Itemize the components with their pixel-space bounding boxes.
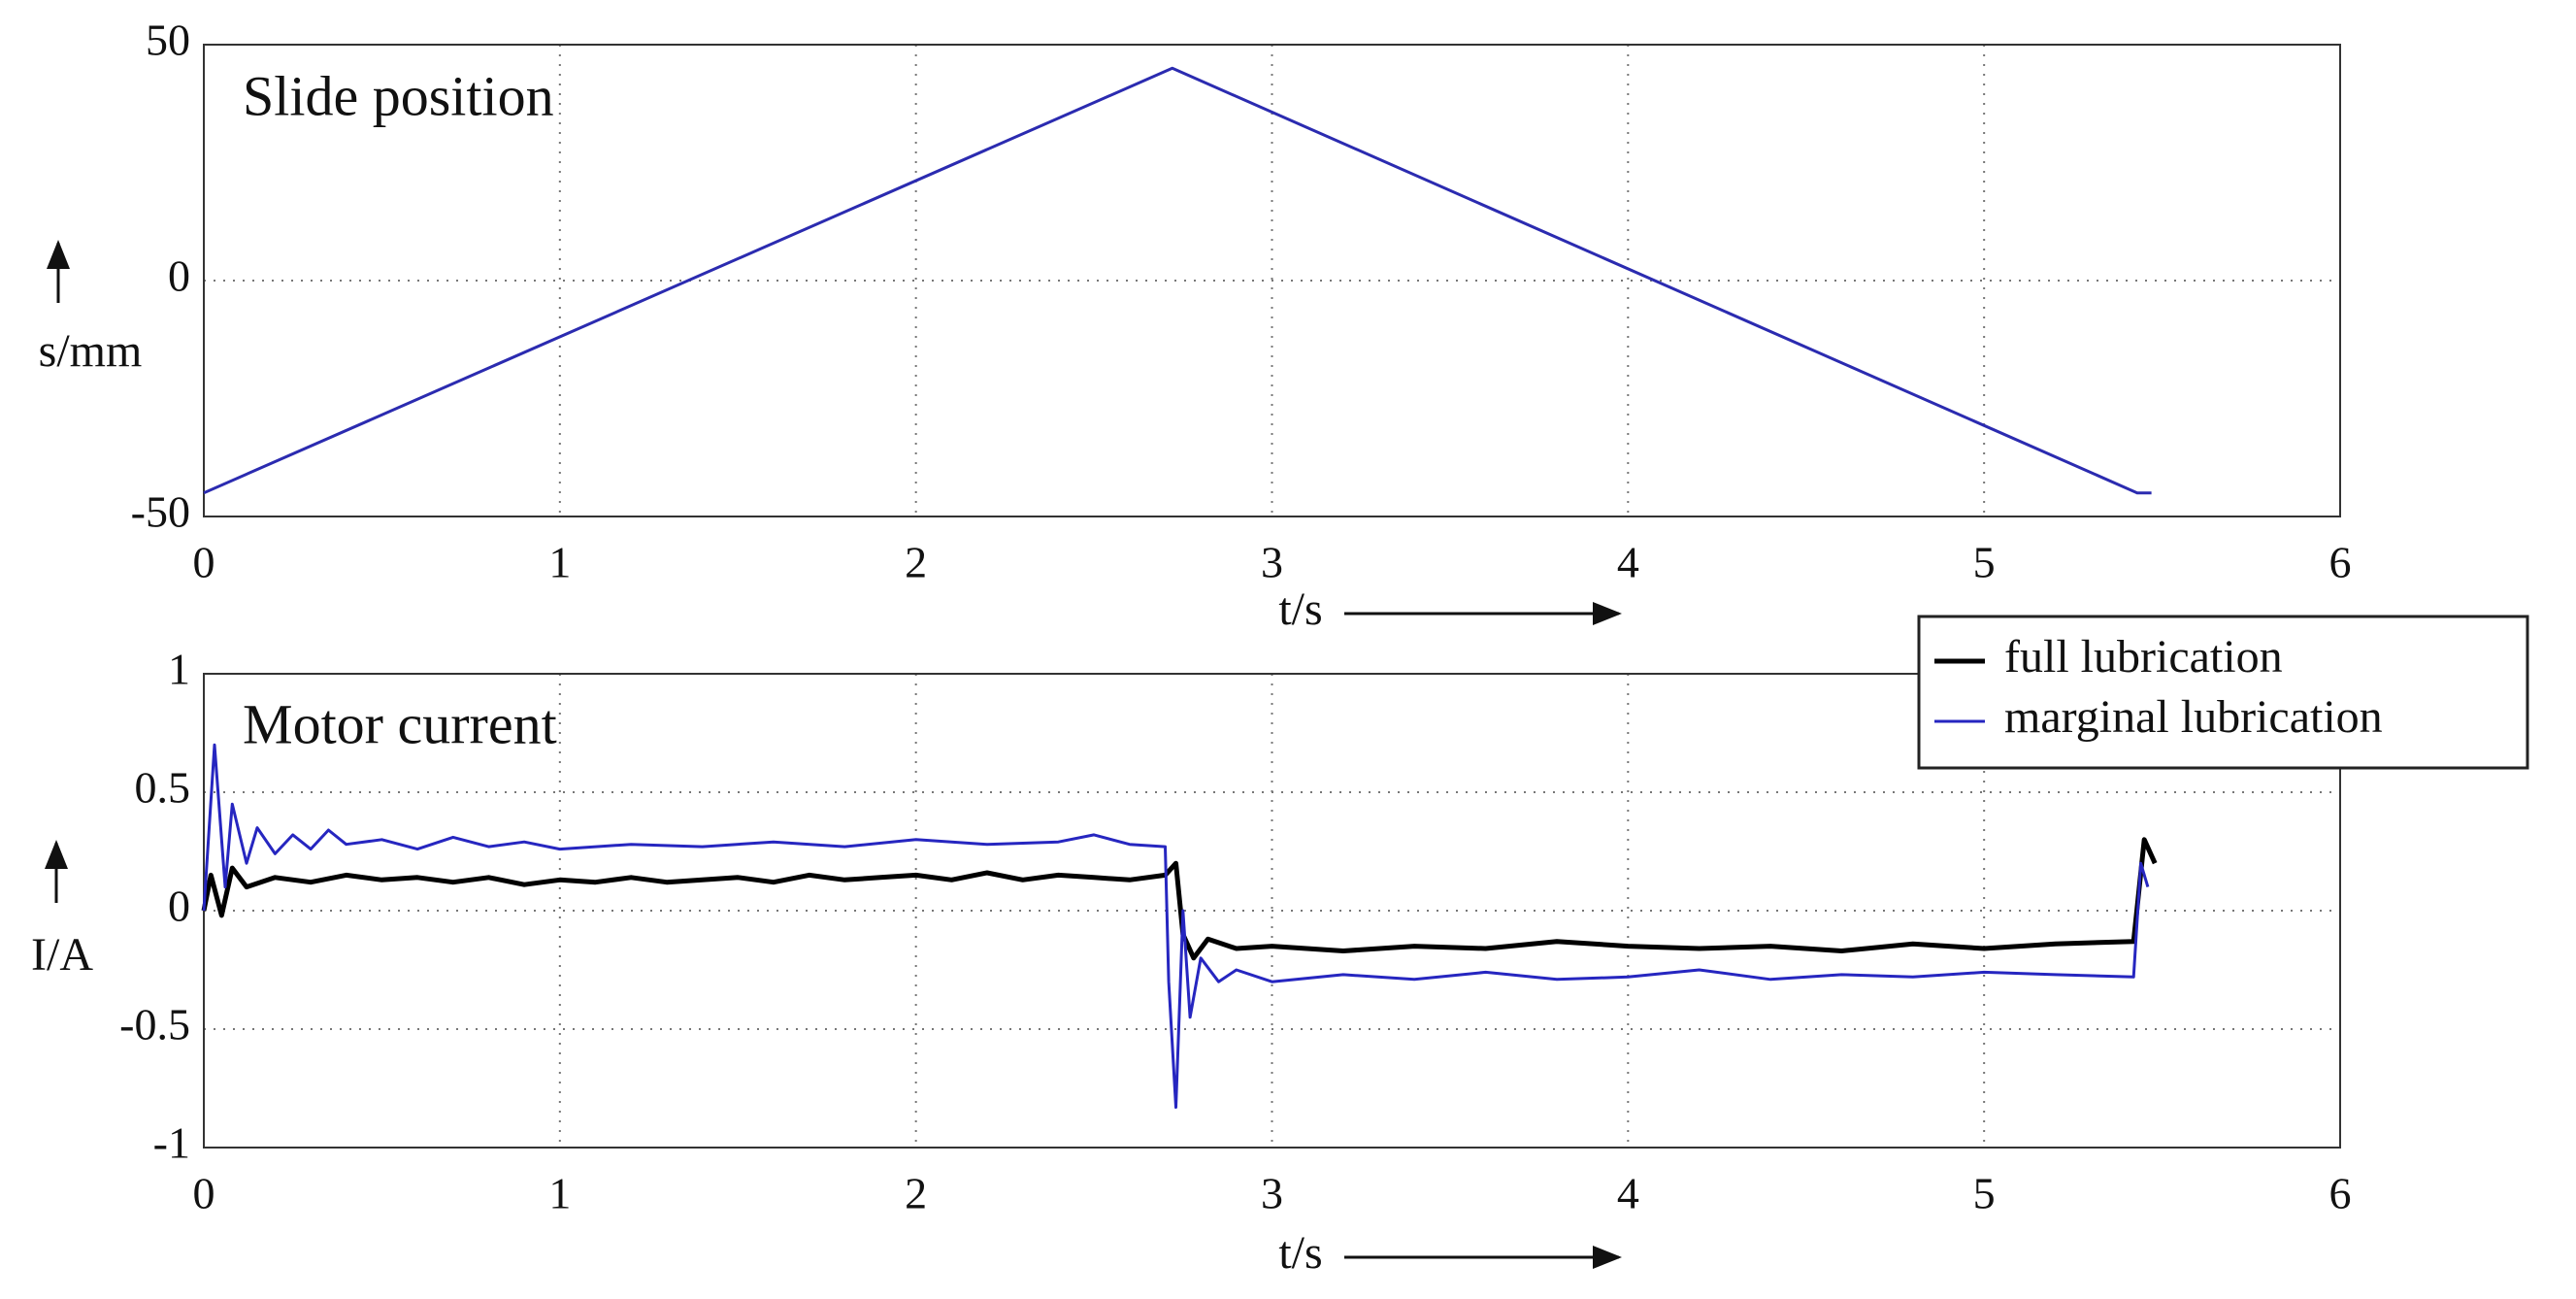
x-tick-label: 0 bbox=[193, 1169, 215, 1218]
y-axis-label: I/A bbox=[31, 929, 93, 981]
x-tick-label: 2 bbox=[905, 1169, 927, 1218]
y-tick-label: 0.5 bbox=[135, 763, 191, 813]
y-tick-label: 0 bbox=[168, 251, 190, 301]
y-tick-label: -1 bbox=[153, 1118, 190, 1168]
y-tick-label: 1 bbox=[168, 645, 190, 694]
x-tick-label: 4 bbox=[1617, 1169, 1639, 1218]
legend-label: marginal lubrication bbox=[2004, 691, 2383, 743]
legend-box bbox=[1917, 615, 2529, 770]
x-tick-label: 3 bbox=[1261, 538, 1283, 587]
x-tick-label: 1 bbox=[548, 1169, 571, 1218]
x-tick-label: 2 bbox=[905, 538, 927, 587]
y-tick-label: 50 bbox=[146, 16, 190, 65]
y-tick-label: 0 bbox=[168, 882, 190, 931]
y-tick-label: -0.5 bbox=[119, 1000, 190, 1049]
x-tick-label: 6 bbox=[2329, 1169, 2352, 1218]
series-line bbox=[203, 66, 2152, 495]
x-tick-label: 3 bbox=[1261, 1169, 1283, 1218]
series-line bbox=[201, 837, 2158, 961]
chart-title: Motor current bbox=[243, 692, 557, 755]
x-tick-label: 5 bbox=[1973, 1169, 1996, 1218]
x-tick-label: 6 bbox=[2329, 538, 2352, 587]
chart-title: Slide position bbox=[243, 64, 554, 127]
x-axis-label: t/s bbox=[1278, 1227, 1322, 1279]
y-axis-label: s/mm bbox=[39, 325, 143, 377]
x-tick-label: 0 bbox=[193, 538, 215, 587]
legend-label: full lubrication bbox=[2004, 631, 2283, 683]
x-tick-label: 1 bbox=[548, 538, 571, 587]
series-line bbox=[202, 743, 2150, 1109]
x-axis-label: t/s bbox=[1278, 583, 1322, 635]
y-tick-label: -50 bbox=[131, 487, 190, 537]
x-tick-label: 4 bbox=[1617, 538, 1639, 587]
x-tick-label: 5 bbox=[1973, 538, 1996, 587]
plot-frame bbox=[203, 44, 2341, 517]
